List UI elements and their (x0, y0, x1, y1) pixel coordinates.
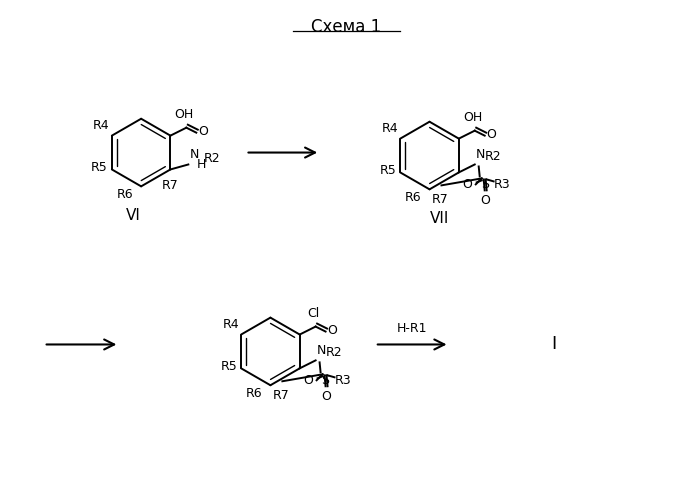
Text: I: I (552, 336, 556, 353)
Text: S: S (481, 178, 489, 192)
Text: R3: R3 (334, 374, 351, 388)
Text: R5: R5 (91, 161, 108, 174)
Text: O: O (303, 374, 313, 387)
Text: R7: R7 (273, 389, 289, 402)
Text: OH: OH (174, 108, 194, 120)
Text: R4: R4 (93, 118, 110, 132)
Text: O: O (462, 178, 472, 191)
Text: VI: VI (126, 208, 140, 223)
Text: OH: OH (463, 110, 482, 124)
Text: N: N (475, 148, 485, 162)
Text: R5: R5 (379, 164, 397, 177)
Text: R5: R5 (221, 360, 237, 373)
Text: R6: R6 (116, 188, 133, 202)
Text: H-R1: H-R1 (397, 322, 427, 334)
Text: R6: R6 (405, 192, 421, 204)
Text: O: O (199, 125, 208, 138)
Text: O: O (327, 324, 338, 337)
Text: R2: R2 (204, 152, 221, 165)
Text: O: O (481, 194, 491, 207)
Text: R4: R4 (382, 122, 399, 134)
Text: R6: R6 (246, 387, 262, 400)
Text: N: N (317, 344, 326, 358)
Text: N: N (190, 148, 199, 160)
Text: O: O (486, 128, 497, 141)
Text: Схема 1: Схема 1 (311, 18, 381, 36)
Text: S: S (322, 374, 329, 388)
Text: Cl: Cl (307, 306, 320, 320)
Text: O: O (322, 390, 331, 403)
Text: R3: R3 (493, 178, 510, 192)
Text: H: H (197, 158, 206, 171)
Text: R7: R7 (162, 180, 179, 192)
Text: R4: R4 (223, 318, 239, 330)
Text: R7: R7 (432, 194, 448, 206)
Text: R2: R2 (325, 346, 342, 359)
Text: R2: R2 (484, 150, 501, 163)
Text: VII: VII (430, 211, 449, 226)
